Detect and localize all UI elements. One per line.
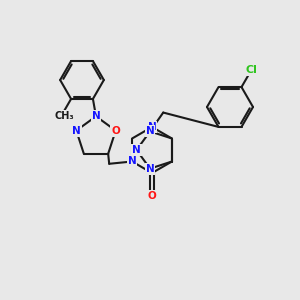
Text: O: O (111, 126, 120, 136)
Text: N: N (148, 122, 156, 132)
Text: N: N (132, 145, 141, 155)
Text: N: N (92, 111, 100, 121)
Text: O: O (148, 191, 156, 201)
Text: Cl: Cl (245, 65, 257, 75)
Text: N: N (146, 164, 154, 174)
Text: CH₃: CH₃ (55, 111, 74, 121)
Text: N: N (72, 126, 81, 136)
Text: N: N (128, 157, 136, 166)
Text: N: N (146, 126, 154, 136)
